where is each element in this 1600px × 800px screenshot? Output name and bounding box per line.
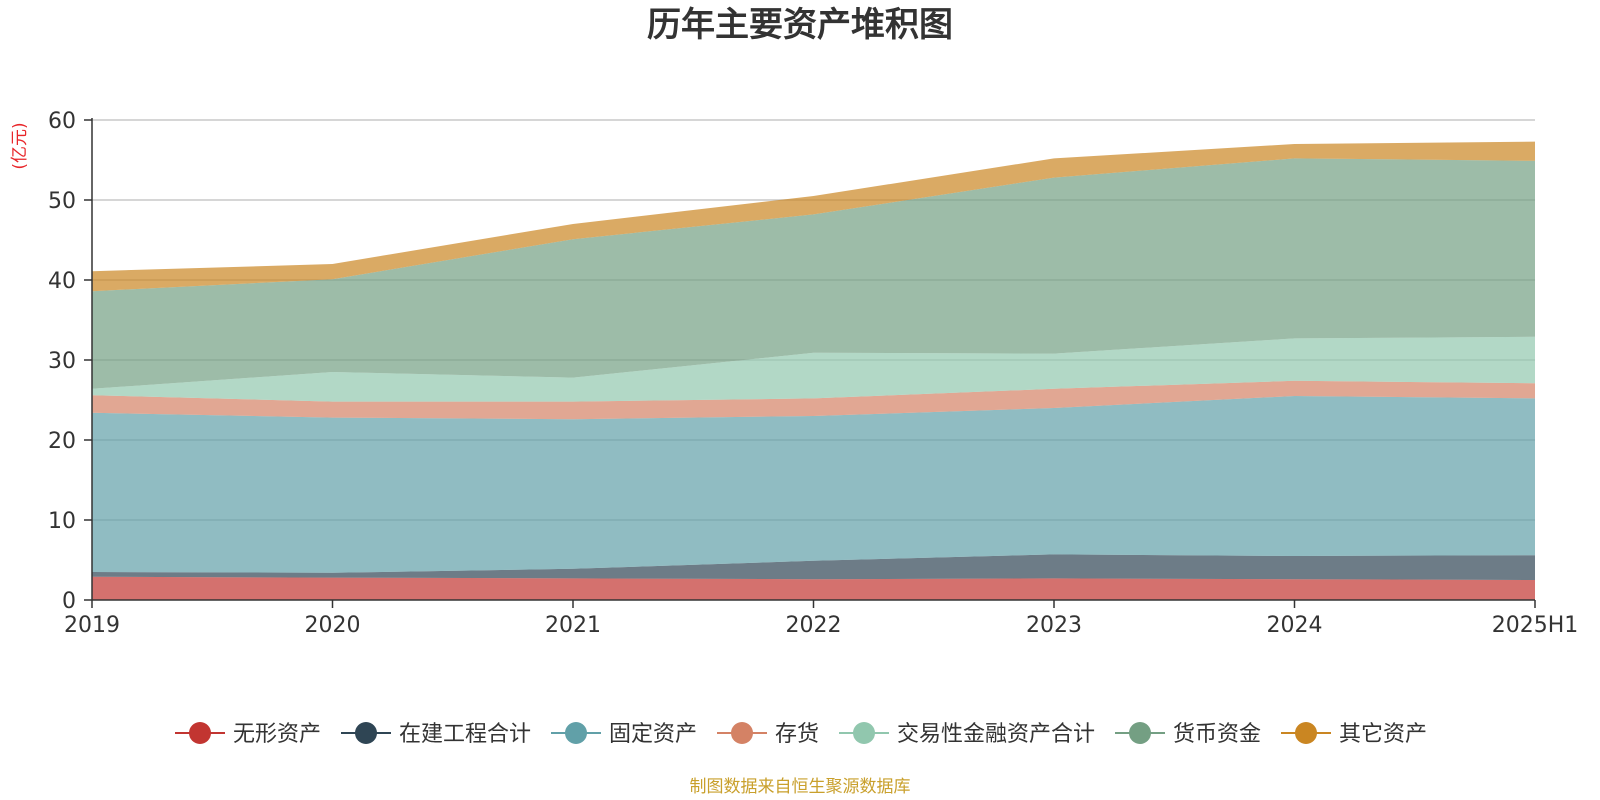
y-tick-label: 50 (48, 189, 76, 214)
legend-item-3[interactable]: 存货 (717, 722, 819, 747)
legend-circle-marker (189, 722, 211, 744)
axes: 0 10 20 30 40 50 60 2019 2020 2021 2022 2023 2024 202… (48, 109, 1578, 638)
legend-circle-marker (1129, 722, 1151, 744)
y-tick-label: 0 (62, 589, 76, 614)
legend-label: 无形资产 (233, 722, 321, 747)
legend-item-0[interactable]: 无形资产 (175, 722, 321, 747)
x-tick-label: 2024 (1267, 613, 1323, 638)
x-tick-label: 2023 (1026, 613, 1082, 638)
x-tick-label: 2025H1 (1492, 613, 1579, 638)
x-tick-label: 2022 (786, 613, 842, 638)
legend: 无形资产 在建工程合计 固定资产 存货 交易性金融资产合计 货币资金 其它资产 (175, 722, 1427, 747)
legend-circle-marker (355, 722, 377, 744)
legend-label: 其它资产 (1339, 722, 1427, 747)
legend-circle-marker (565, 722, 587, 744)
area-series-1 (92, 554, 1535, 580)
legend-item-2[interactable]: 固定资产 (551, 722, 697, 747)
y-tick-label: 60 (48, 109, 76, 134)
y-tick-label: 40 (48, 269, 76, 294)
area-series-6 (92, 141, 1535, 292)
legend-label: 在建工程合计 (399, 722, 531, 747)
area-series-2 (92, 396, 1535, 573)
legend-item-5[interactable]: 货币资金 (1115, 722, 1261, 747)
x-tick-label: 2021 (545, 613, 601, 638)
area-series-5 (92, 158, 1535, 389)
y-tick-label: 20 (48, 429, 76, 454)
y-tick-label: 30 (48, 349, 76, 374)
x-tick-label: 2019 (64, 613, 120, 638)
legend-item-1[interactable]: 在建工程合计 (341, 722, 531, 747)
x-tick-label: 2020 (305, 613, 361, 638)
legend-item-4[interactable]: 交易性金融资产合计 (839, 722, 1095, 747)
legend-label: 固定资产 (609, 722, 697, 747)
area-series-0 (92, 576, 1535, 600)
legend-item-6[interactable]: 其它资产 (1281, 722, 1427, 747)
legend-label: 交易性金融资产合计 (897, 722, 1095, 747)
y-tick-label: 10 (48, 509, 76, 534)
legend-circle-marker (1295, 722, 1317, 744)
legend-label: 货币资金 (1173, 722, 1261, 747)
area-series-4 (92, 336, 1535, 402)
area-series-3 (92, 380, 1535, 420)
legend-circle-marker (731, 722, 753, 744)
chart-title: 历年主要资产堆积图 (647, 5, 953, 45)
data-source-note: 制图数据来自恒生聚源数据库 (690, 777, 911, 797)
legend-circle-marker (853, 722, 875, 744)
y-axis-unit-label: (亿元) (10, 122, 30, 169)
legend-label: 存货 (775, 722, 819, 747)
area-series-group (92, 141, 1535, 600)
